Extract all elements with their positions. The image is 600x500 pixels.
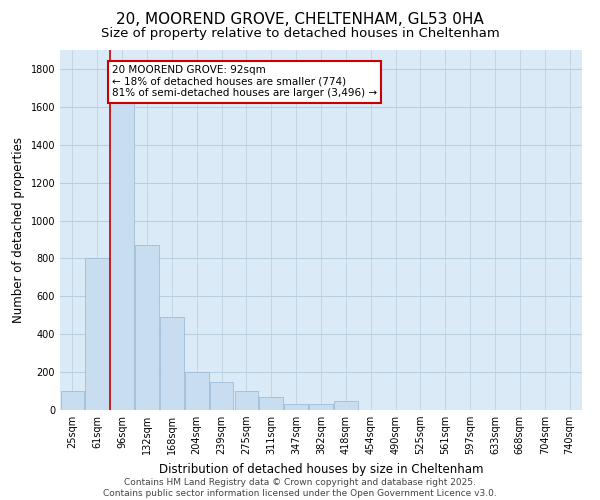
Bar [334,400,358,410]
Bar [309,404,333,410]
Text: 20, MOOREND GROVE, CHELTENHAM, GL53 0HA: 20, MOOREND GROVE, CHELTENHAM, GL53 0HA [116,12,484,28]
X-axis label: Distribution of detached houses by size in Cheltenham: Distribution of detached houses by size … [159,462,483,475]
Y-axis label: Number of detached properties: Number of detached properties [12,137,25,323]
Bar [85,258,109,410]
Bar [284,404,308,410]
Bar [235,391,258,410]
Text: Contains HM Land Registry data © Crown copyright and database right 2025.
Contai: Contains HM Land Registry data © Crown c… [103,478,497,498]
Bar [110,98,134,410]
Bar [61,391,84,410]
Bar [210,382,233,410]
Bar [259,396,283,410]
Bar [185,372,209,410]
Text: 20 MOOREND GROVE: 92sqm
← 18% of detached houses are smaller (774)
81% of semi-d: 20 MOOREND GROVE: 92sqm ← 18% of detache… [112,65,377,98]
Bar [135,245,159,410]
Bar [160,317,184,410]
Text: Size of property relative to detached houses in Cheltenham: Size of property relative to detached ho… [101,28,499,40]
